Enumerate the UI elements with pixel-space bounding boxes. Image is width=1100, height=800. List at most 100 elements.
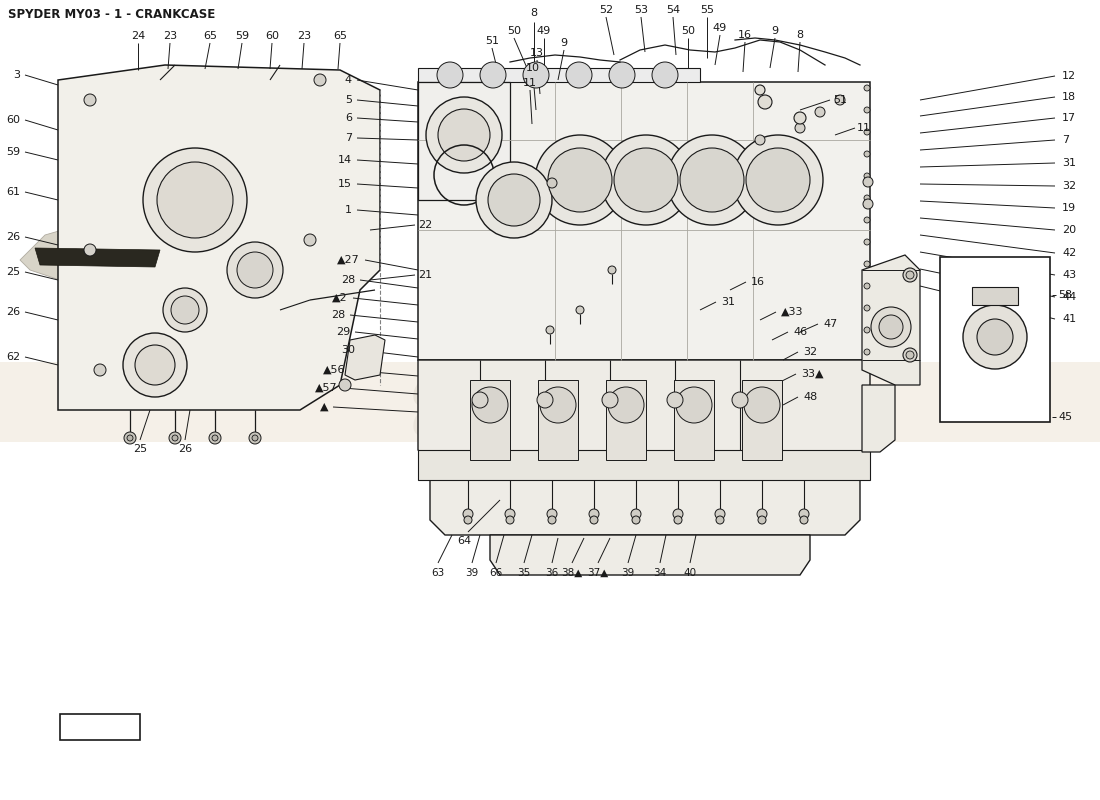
Circle shape <box>576 306 584 314</box>
Text: 23: 23 <box>163 31 177 41</box>
Circle shape <box>339 379 351 391</box>
Circle shape <box>472 387 508 423</box>
Text: 7: 7 <box>1062 135 1069 145</box>
Circle shape <box>755 85 764 95</box>
Text: 51: 51 <box>485 36 499 46</box>
Polygon shape <box>538 380 578 460</box>
Circle shape <box>794 112 806 124</box>
Text: 63: 63 <box>431 568 444 578</box>
Bar <box>940 257 1050 422</box>
Text: 16: 16 <box>738 30 752 40</box>
Circle shape <box>676 387 712 423</box>
Circle shape <box>758 516 766 524</box>
Text: 47: 47 <box>823 319 837 329</box>
Circle shape <box>94 364 106 376</box>
Polygon shape <box>490 535 810 575</box>
Text: 52: 52 <box>598 5 613 15</box>
Circle shape <box>602 392 618 408</box>
Circle shape <box>744 387 780 423</box>
Circle shape <box>962 305 1027 369</box>
Text: 43: 43 <box>1062 270 1076 280</box>
Circle shape <box>488 174 540 226</box>
Circle shape <box>977 319 1013 355</box>
Text: 33▲: 33▲ <box>801 369 824 379</box>
Text: 31: 31 <box>720 297 735 307</box>
Text: 37▲: 37▲ <box>587 568 608 578</box>
Circle shape <box>249 432 261 444</box>
Text: USA-CDN: USA-CDN <box>972 399 1018 409</box>
Text: 3: 3 <box>13 70 20 80</box>
Circle shape <box>864 239 870 245</box>
Circle shape <box>135 345 175 385</box>
Text: 25: 25 <box>133 444 147 454</box>
Text: 66: 66 <box>490 568 503 578</box>
Circle shape <box>864 199 873 209</box>
Text: 65: 65 <box>333 31 346 41</box>
Text: 16: 16 <box>751 277 764 287</box>
Circle shape <box>879 315 903 339</box>
Circle shape <box>733 135 823 225</box>
Text: 59: 59 <box>6 147 20 157</box>
Circle shape <box>548 516 556 524</box>
Circle shape <box>169 432 182 444</box>
Polygon shape <box>418 450 870 480</box>
Text: 28: 28 <box>331 310 345 320</box>
Text: 60: 60 <box>265 31 279 41</box>
Polygon shape <box>418 82 510 200</box>
Circle shape <box>170 296 199 324</box>
Circle shape <box>667 135 757 225</box>
Text: ▲ = 1: ▲ = 1 <box>81 721 118 734</box>
Circle shape <box>716 516 724 524</box>
Circle shape <box>506 516 514 524</box>
Text: 30: 30 <box>341 345 355 355</box>
Polygon shape <box>972 287 1018 305</box>
Text: 11: 11 <box>522 78 537 88</box>
Circle shape <box>608 266 616 274</box>
Text: 32: 32 <box>1062 181 1076 191</box>
Circle shape <box>252 435 258 441</box>
Polygon shape <box>862 385 895 452</box>
Circle shape <box>632 516 640 524</box>
Text: 49: 49 <box>713 23 727 33</box>
Text: 60: 60 <box>6 115 20 125</box>
Text: ▲57: ▲57 <box>316 383 338 393</box>
Circle shape <box>476 162 552 238</box>
Text: SPYDER MY03 - 1 - CRANKCASE: SPYDER MY03 - 1 - CRANKCASE <box>8 8 216 21</box>
Text: 23: 23 <box>297 31 311 41</box>
Text: 46: 46 <box>793 327 807 337</box>
Circle shape <box>732 392 748 408</box>
Text: ▲56: ▲56 <box>322 365 345 375</box>
Text: 51: 51 <box>833 95 847 105</box>
Text: ▲27: ▲27 <box>338 255 360 265</box>
Circle shape <box>505 509 515 519</box>
Circle shape <box>864 177 873 187</box>
Circle shape <box>590 516 598 524</box>
Circle shape <box>652 62 678 88</box>
Text: 5: 5 <box>345 95 352 105</box>
Circle shape <box>157 162 233 238</box>
Polygon shape <box>862 255 920 385</box>
Text: 8: 8 <box>796 30 804 40</box>
Text: 1: 1 <box>345 205 352 215</box>
Circle shape <box>314 74 326 86</box>
Circle shape <box>673 509 683 519</box>
Circle shape <box>715 509 725 519</box>
Text: 31: 31 <box>1062 158 1076 168</box>
Text: 8: 8 <box>530 8 538 18</box>
Text: 42: 42 <box>1062 248 1076 258</box>
Text: 7: 7 <box>345 133 352 143</box>
Text: 36: 36 <box>546 568 559 578</box>
Polygon shape <box>470 380 510 460</box>
Text: 34: 34 <box>653 568 667 578</box>
Circle shape <box>864 327 870 333</box>
Text: 4: 4 <box>345 75 352 85</box>
Text: 54: 54 <box>666 5 680 15</box>
Circle shape <box>426 97 502 173</box>
Polygon shape <box>674 380 714 460</box>
Circle shape <box>601 135 691 225</box>
Text: 53: 53 <box>634 5 648 15</box>
Text: 13: 13 <box>530 48 544 58</box>
Text: 45: 45 <box>1058 412 1072 422</box>
Circle shape <box>680 148 744 212</box>
Circle shape <box>588 509 600 519</box>
